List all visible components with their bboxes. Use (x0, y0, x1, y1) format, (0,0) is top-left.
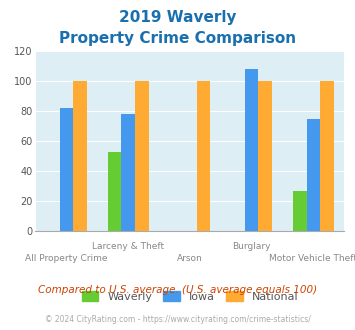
Text: All Property Crime: All Property Crime (25, 254, 108, 263)
Text: Property Crime Comparison: Property Crime Comparison (59, 31, 296, 46)
Bar (121, 114, 135, 231)
Bar (258, 81, 272, 231)
Bar (197, 81, 210, 231)
Text: 2019 Waverly: 2019 Waverly (119, 10, 236, 25)
Text: © 2024 CityRating.com - https://www.cityrating.com/crime-statistics/: © 2024 CityRating.com - https://www.city… (45, 315, 310, 324)
Text: Compared to U.S. average. (U.S. average equals 100): Compared to U.S. average. (U.S. average … (38, 285, 317, 295)
Bar (320, 81, 334, 231)
Bar (73, 81, 87, 231)
Bar (60, 108, 73, 231)
Bar (108, 151, 121, 231)
Text: Arson: Arson (177, 254, 203, 263)
Bar (135, 81, 148, 231)
Bar (307, 118, 320, 231)
Text: Larceny & Theft: Larceny & Theft (92, 242, 164, 251)
Bar (293, 190, 307, 231)
Text: Motor Vehicle Theft: Motor Vehicle Theft (269, 254, 355, 263)
Bar (245, 69, 258, 231)
Text: Burglary: Burglary (233, 242, 271, 251)
Legend: Waverly, Iowa, National: Waverly, Iowa, National (77, 287, 302, 307)
